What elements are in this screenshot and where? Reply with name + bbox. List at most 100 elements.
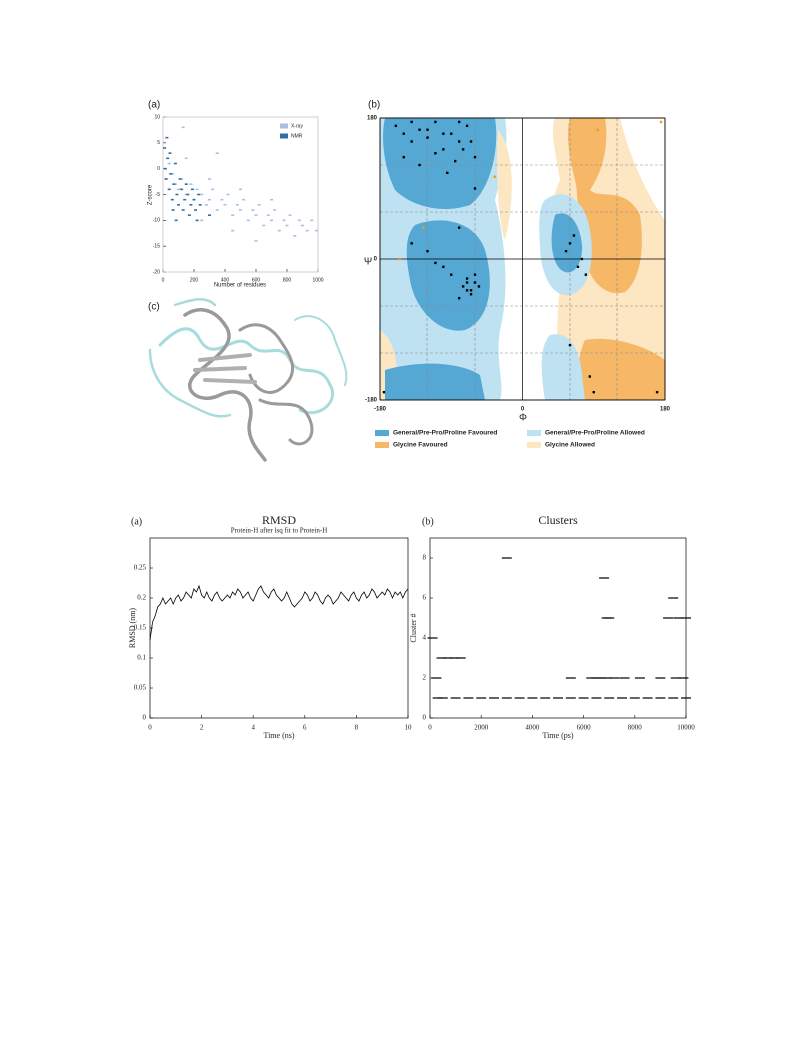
legend-swatch: [280, 133, 288, 139]
data-point: [592, 390, 595, 394]
data-point: [457, 226, 461, 229]
y-tick-label: 0.05: [134, 684, 147, 692]
protein-ribbon: [148, 298, 348, 462]
data-point: [465, 124, 469, 128]
data-point: [170, 173, 174, 175]
panel-label: (c): [148, 302, 160, 313]
y-tick-label: -15: [153, 243, 160, 249]
x-tick-label: 0: [521, 407, 525, 413]
x-tick-label: 8000: [628, 724, 643, 732]
data-point: [426, 249, 429, 253]
data-point: [168, 152, 172, 154]
x-tick-label: 0: [148, 724, 152, 732]
data-point: [568, 343, 572, 347]
data-point: [410, 242, 413, 245]
data-point: [457, 120, 461, 124]
data-point: [254, 214, 258, 216]
y-tick-label: 10: [154, 114, 160, 120]
data-point: [262, 224, 266, 227]
data-point: [231, 229, 235, 232]
y-axis-label: Z-score: [148, 184, 154, 205]
legend-swatch: [527, 430, 541, 436]
data-point: [442, 148, 445, 151]
data-point: [164, 178, 168, 180]
plot-frame: [162, 116, 319, 273]
x-tick-label: 0: [428, 724, 432, 732]
data-point: [251, 209, 255, 211]
data-point: [314, 229, 318, 232]
data-point: [469, 293, 473, 296]
data-point: [177, 188, 180, 191]
data-point: [288, 214, 292, 216]
data-point: [457, 140, 461, 143]
y-tick-label: 0.2: [137, 594, 146, 602]
y-tick-label: 0: [143, 714, 147, 722]
y-tick-label: 0: [374, 257, 378, 263]
data-point: [398, 257, 401, 261]
data-point: [461, 285, 465, 288]
data-point: [580, 257, 584, 261]
data-point: [180, 178, 184, 180]
data-point: [410, 140, 413, 143]
y-tick-label: -180: [365, 398, 378, 404]
data-point: [184, 157, 188, 160]
data-point: [394, 124, 398, 128]
y-tick-label: 8: [423, 554, 427, 562]
data-point: [169, 173, 173, 175]
legend-label: General/Pre-Pro/Proline Allowed: [545, 430, 645, 437]
y-axis-label: RMSD (nm): [128, 608, 137, 649]
x-tick-label: 400: [221, 277, 230, 283]
data-point: [450, 132, 453, 135]
x-tick-label: 0: [162, 277, 165, 283]
data-point: [197, 193, 201, 196]
x-tick-label: 800: [283, 277, 292, 283]
data-point: [172, 183, 176, 185]
x-tick-label: -180: [374, 407, 387, 413]
data-point: [469, 289, 473, 292]
data-point: [239, 188, 242, 191]
region-core: [428, 239, 479, 312]
data-point: [418, 128, 421, 131]
data-point: [246, 219, 250, 222]
y-tick-label: 0.25: [134, 564, 147, 572]
legend-swatch: [375, 442, 389, 448]
chart-subtitle: Protein-H after lsq fit to Protein-H: [231, 527, 328, 535]
data-point: [226, 193, 230, 196]
data-point: [454, 159, 457, 163]
y-tick-label: -10: [153, 218, 160, 224]
x-tick-label: 1000: [312, 277, 323, 283]
data-point: [473, 273, 477, 276]
data-point: [410, 120, 413, 124]
data-point: [208, 178, 211, 180]
x-tick-label: 2000: [474, 724, 489, 732]
data-point: [461, 148, 465, 151]
y-tick-label: 6: [423, 594, 427, 602]
data-point: [215, 152, 219, 154]
data-point: [422, 226, 425, 229]
plot-frame: [149, 537, 409, 719]
data-point: [165, 136, 169, 139]
data-point: [282, 219, 286, 222]
data-point: [254, 240, 258, 242]
data-point: [418, 163, 421, 167]
data-point: [434, 120, 437, 124]
plot-frame: [379, 117, 666, 401]
data-point: [568, 242, 572, 245]
x-tick-label: 10: [405, 724, 413, 732]
x-tick-label: 2: [200, 724, 204, 732]
data-point: [171, 209, 175, 211]
region-shape: [577, 338, 665, 400]
legend-label: Glycine Allowed: [545, 442, 595, 449]
x-tick-label: 10000: [677, 724, 695, 732]
y-axis-label: Ψ: [364, 257, 372, 268]
data-point: [584, 273, 588, 276]
x-tick-label: 4000: [525, 724, 540, 732]
data-point: [208, 198, 211, 201]
data-point: [277, 229, 281, 232]
region-shape: [541, 334, 585, 400]
data-point: [190, 188, 194, 191]
data-point: [231, 214, 235, 216]
region-shape: [385, 363, 485, 400]
data-point: [242, 198, 246, 201]
